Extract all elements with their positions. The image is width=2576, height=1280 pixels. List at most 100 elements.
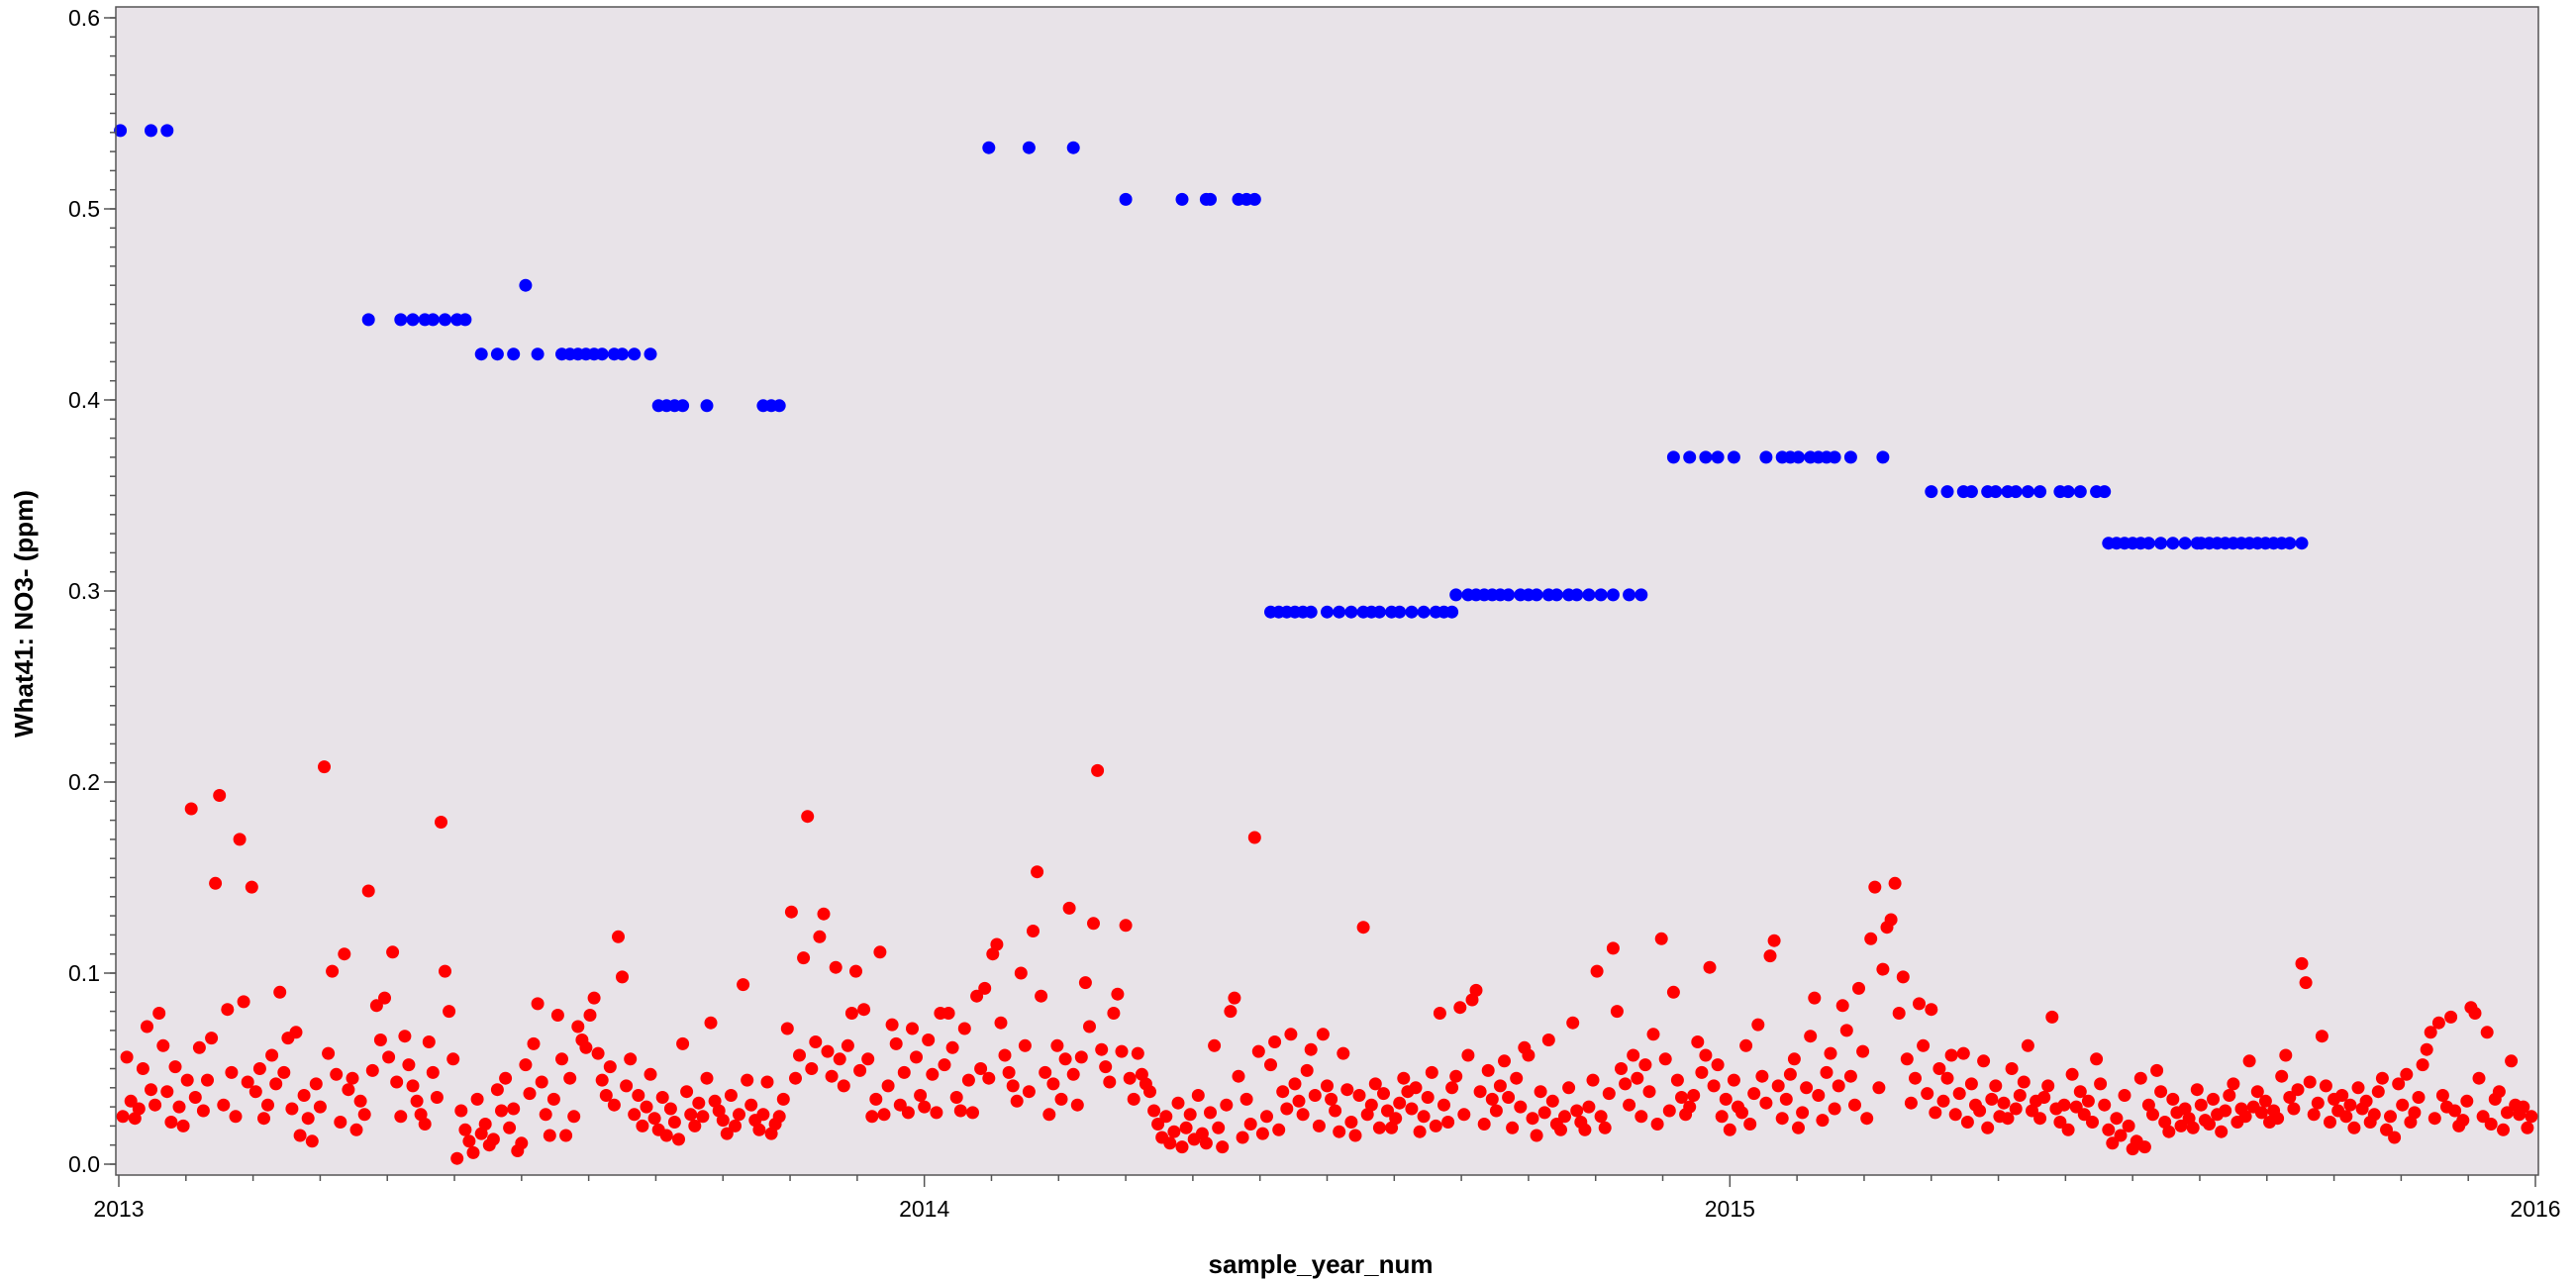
data-point-s0-82: [1666, 450, 1680, 464]
data-point-s1-242: [1091, 763, 1105, 777]
data-point-s1-158: [752, 1123, 766, 1136]
data-point-s1-42: [285, 1102, 299, 1116]
data-point-s1-431: [1852, 981, 1865, 995]
data-point-s1-572: [2420, 1042, 2433, 1056]
data-point-s1-399: [1723, 1123, 1736, 1136]
data-point-s1-274: [1220, 1098, 1234, 1112]
data-point-s1-292: [1292, 1094, 1306, 1108]
data-point-s1-547: [2319, 1079, 2332, 1093]
data-point-s1-554: [2347, 1121, 2361, 1134]
data-point-s1-280: [1243, 1118, 1257, 1131]
data-point-s0-84: [1699, 450, 1713, 464]
data-point-s1-325: [1425, 1065, 1438, 1079]
data-point-s0-50: [1321, 605, 1334, 619]
data-point-s1-192: [889, 1036, 903, 1050]
data-point-s1-168: [793, 1048, 806, 1062]
data-point-s0-62: [1445, 605, 1459, 619]
data-point-s1-2: [124, 1094, 138, 1108]
data-point-s1-182: [849, 964, 862, 978]
data-point-s1-264: [1179, 1121, 1193, 1134]
data-point-s1-498: [2122, 1119, 2135, 1132]
data-point-s0-111: [2098, 485, 2112, 499]
data-point-s1-384: [1662, 1104, 1676, 1118]
data-point-s1-230: [1042, 1108, 1056, 1122]
data-point-s1-578: [2444, 1010, 2458, 1024]
data-point-s1-262: [1171, 1096, 1185, 1110]
data-point-s1-322: [1413, 1125, 1427, 1138]
data-point-s0-12: [490, 347, 504, 361]
data-point-s1-285: [1264, 1058, 1277, 1072]
data-point-s0-4: [394, 313, 408, 327]
data-point-s1-31: [241, 1075, 254, 1089]
data-point-s1-102: [527, 1036, 541, 1050]
data-point-s1-160: [760, 1075, 774, 1089]
data-point-s1-123: [612, 930, 625, 943]
data-point-s1-228: [1035, 989, 1048, 1003]
data-point-s1-205: [941, 1007, 955, 1020]
data-point-s1-349: [1522, 1048, 1536, 1062]
data-point-s1-358: [1558, 1110, 1571, 1124]
data-point-s1-34: [252, 1062, 266, 1075]
data-point-s0-58: [1405, 605, 1419, 619]
data-point-s1-36: [261, 1098, 274, 1112]
data-point-s1-298: [1316, 1028, 1330, 1041]
data-point-s0-43: [1247, 192, 1261, 206]
y-tick-label: 0.2: [68, 769, 100, 795]
data-point-s1-581: [2456, 1114, 2470, 1128]
data-point-s1-200: [922, 1034, 936, 1046]
data-point-s1-410: [1767, 934, 1781, 947]
data-point-s1-439: [1884, 913, 1898, 927]
data-point-s1-238: [1074, 1050, 1088, 1064]
data-point-s0-52: [1344, 605, 1358, 619]
data-point-s1-92: [486, 1132, 500, 1146]
data-point-s1-74: [414, 1108, 428, 1122]
data-point-s1-278: [1236, 1131, 1249, 1144]
data-point-s1-25: [217, 1098, 231, 1112]
data-point-s1-49: [313, 1100, 327, 1114]
data-point-s1-372: [1615, 1062, 1628, 1075]
data-point-s1-208: [953, 1104, 967, 1118]
data-point-s1-471: [2013, 1089, 2027, 1102]
data-point-s1-406: [1751, 1018, 1765, 1032]
data-point-s1-225: [1022, 1085, 1036, 1099]
data-point-s1-527: [2238, 1110, 2252, 1124]
data-point-s0-37: [1119, 192, 1133, 206]
data-point-s1-289: [1280, 1102, 1294, 1116]
data-point-s1-190: [881, 1079, 895, 1093]
data-point-s1-304: [1340, 1083, 1354, 1097]
data-point-s1-265: [1183, 1108, 1197, 1122]
data-point-s1-68: [390, 1075, 404, 1089]
data-point-s1-107: [546, 1092, 560, 1106]
data-point-s1-528: [2242, 1054, 2256, 1068]
data-point-s1-53: [330, 1067, 344, 1081]
data-point-s1-450: [1929, 1106, 1942, 1120]
data-point-s1-532: [2258, 1094, 2272, 1108]
data-point-s1-259: [1159, 1110, 1173, 1124]
data-point-s1-249: [1119, 919, 1133, 933]
data-point-s1-407: [1755, 1069, 1769, 1083]
data-point-s1-400: [1727, 1073, 1740, 1087]
data-point-s1-544: [2307, 1108, 2321, 1122]
data-point-s1-234: [1058, 1052, 1072, 1066]
data-point-s0-78: [1594, 588, 1608, 602]
data-point-s1-131: [644, 1067, 657, 1081]
data-point-s0-10: [458, 313, 472, 327]
data-point-s1-26: [221, 1003, 235, 1017]
data-point-s1-177: [829, 960, 842, 974]
data-point-s1-156: [744, 1098, 758, 1112]
data-point-s1-226: [1027, 925, 1040, 937]
data-point-s1-59: [353, 1094, 367, 1108]
data-point-s1-15: [176, 1119, 190, 1132]
data-point-s1-164: [776, 1092, 790, 1106]
data-point-s1-369: [1602, 1087, 1616, 1101]
data-point-s1-305: [1344, 1116, 1358, 1129]
data-point-s1-39: [273, 985, 287, 999]
x-tick-label: 2013: [93, 1196, 144, 1222]
data-point-s1-83: [450, 1151, 464, 1165]
data-point-s1-519: [2207, 1092, 2220, 1106]
y-tick-label: 0.1: [68, 960, 100, 986]
data-point-s1-172: [809, 1035, 823, 1048]
data-point-s0-30: [700, 399, 714, 413]
data-point-s1-415: [1787, 1052, 1801, 1066]
